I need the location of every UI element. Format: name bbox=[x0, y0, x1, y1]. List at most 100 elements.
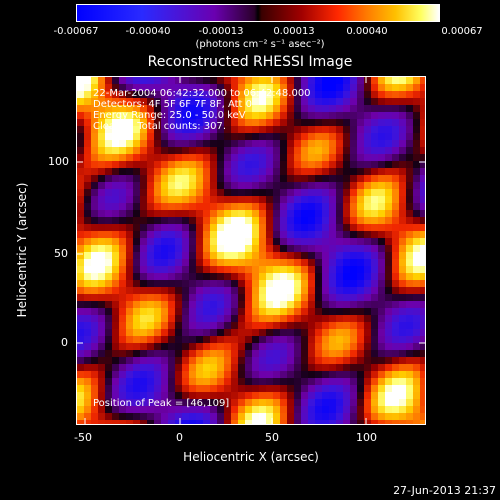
image-pixel bbox=[224, 210, 231, 217]
image-pixel bbox=[343, 224, 350, 231]
image-pixel bbox=[287, 385, 294, 392]
image-pixel bbox=[364, 287, 371, 294]
image-pixel bbox=[280, 245, 287, 252]
image-pixel bbox=[98, 210, 105, 217]
image-pixel bbox=[105, 168, 112, 175]
image-pixel bbox=[343, 217, 350, 224]
image-pixel bbox=[112, 413, 119, 420]
image-pixel bbox=[168, 168, 175, 175]
image-pixel bbox=[77, 140, 84, 147]
image-pixel bbox=[84, 364, 91, 371]
image-pixel bbox=[217, 287, 224, 294]
image-pixel bbox=[259, 266, 266, 273]
image-pixel bbox=[385, 98, 392, 105]
image-pixel bbox=[98, 273, 105, 280]
image-pixel bbox=[336, 210, 343, 217]
image-pixel bbox=[413, 392, 420, 399]
image-pixel bbox=[196, 105, 203, 112]
image-pixel bbox=[168, 364, 175, 371]
image-pixel bbox=[168, 98, 175, 105]
image-pixel bbox=[420, 287, 425, 294]
image-pixel bbox=[231, 154, 238, 161]
image-pixel bbox=[266, 98, 273, 105]
image-pixel bbox=[259, 399, 266, 406]
image-pixel bbox=[329, 161, 336, 168]
image-pixel bbox=[175, 392, 182, 399]
image-pixel bbox=[322, 385, 329, 392]
image-pixel bbox=[336, 98, 343, 105]
image-pixel bbox=[371, 196, 378, 203]
image-pixel bbox=[210, 133, 217, 140]
image-pixel bbox=[385, 273, 392, 280]
image-pixel bbox=[203, 364, 210, 371]
image-pixel bbox=[315, 84, 322, 91]
image-pixel bbox=[287, 182, 294, 189]
image-pixel bbox=[91, 217, 98, 224]
image-pixel bbox=[364, 203, 371, 210]
image-pixel bbox=[112, 343, 119, 350]
image-pixel bbox=[392, 294, 399, 301]
image-pixel bbox=[322, 224, 329, 231]
image-pixel bbox=[364, 252, 371, 259]
image-pixel bbox=[182, 231, 189, 238]
image-pixel bbox=[329, 364, 336, 371]
image-pixel bbox=[420, 301, 425, 308]
image-pixel bbox=[231, 175, 238, 182]
image-pixel bbox=[378, 364, 385, 371]
image-pixel bbox=[378, 266, 385, 273]
image-pixel bbox=[399, 308, 406, 315]
image-pixel bbox=[84, 182, 91, 189]
image-pixel bbox=[273, 168, 280, 175]
image-pixel bbox=[105, 189, 112, 196]
image-pixel bbox=[182, 357, 189, 364]
image-pixel bbox=[322, 154, 329, 161]
colorbar-tick: 0.00040 bbox=[346, 26, 388, 37]
image-pixel bbox=[154, 301, 161, 308]
image-pixel bbox=[196, 126, 203, 133]
image-pixel bbox=[154, 343, 161, 350]
image-pixel bbox=[245, 308, 252, 315]
image-pixel bbox=[224, 308, 231, 315]
image-pixel bbox=[147, 406, 154, 413]
image-pixel bbox=[238, 322, 245, 329]
image-pixel bbox=[308, 147, 315, 154]
image-pixel bbox=[231, 315, 238, 322]
image-pixel bbox=[203, 266, 210, 273]
image-pixel bbox=[420, 238, 425, 245]
image-pixel bbox=[77, 126, 84, 133]
image-pixel bbox=[252, 392, 259, 399]
image-pixel bbox=[217, 252, 224, 259]
image-pixel bbox=[343, 175, 350, 182]
image-pixel bbox=[231, 406, 238, 413]
image-pixel bbox=[91, 294, 98, 301]
image-pixel bbox=[182, 308, 189, 315]
image-pixel bbox=[245, 161, 252, 168]
image-pixel bbox=[161, 252, 168, 259]
image-pixel bbox=[322, 315, 329, 322]
image-pixel bbox=[280, 308, 287, 315]
image-pixel bbox=[168, 77, 175, 84]
image-pixel bbox=[84, 259, 91, 266]
image-pixel bbox=[252, 98, 259, 105]
image-pixel bbox=[399, 350, 406, 357]
image-pixel bbox=[91, 399, 98, 406]
image-pixel bbox=[399, 280, 406, 287]
image-pixel bbox=[175, 378, 182, 385]
image-pixel bbox=[133, 385, 140, 392]
image-pixel bbox=[182, 294, 189, 301]
image-pixel bbox=[154, 385, 161, 392]
image-pixel bbox=[336, 217, 343, 224]
image-pixel bbox=[210, 84, 217, 91]
image-pixel bbox=[119, 287, 126, 294]
image-pixel bbox=[399, 133, 406, 140]
image-pixel bbox=[350, 77, 357, 84]
image-pixel bbox=[336, 301, 343, 308]
image-pixel bbox=[329, 385, 336, 392]
image-pixel bbox=[147, 343, 154, 350]
image-pixel bbox=[245, 315, 252, 322]
image-pixel bbox=[203, 217, 210, 224]
image-pixel bbox=[343, 245, 350, 252]
image-pixel bbox=[231, 224, 238, 231]
detectors-annotation: Detectors: 4F 5F 6F 7F 8F, Att 0 bbox=[93, 99, 253, 110]
image-pixel bbox=[203, 196, 210, 203]
